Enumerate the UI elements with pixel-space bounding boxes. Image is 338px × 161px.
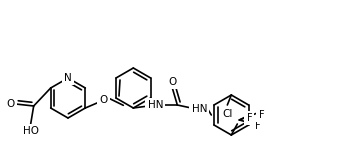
Text: Cl: Cl: [222, 109, 233, 119]
Text: O: O: [6, 99, 15, 109]
Text: O: O: [168, 77, 176, 87]
Text: N: N: [64, 73, 72, 83]
Text: O: O: [99, 95, 107, 105]
Text: HN: HN: [148, 100, 163, 110]
Text: HN: HN: [192, 104, 207, 114]
Text: F: F: [246, 113, 252, 123]
Text: F: F: [259, 110, 264, 120]
Text: HO: HO: [23, 126, 39, 136]
Text: F: F: [255, 121, 260, 131]
